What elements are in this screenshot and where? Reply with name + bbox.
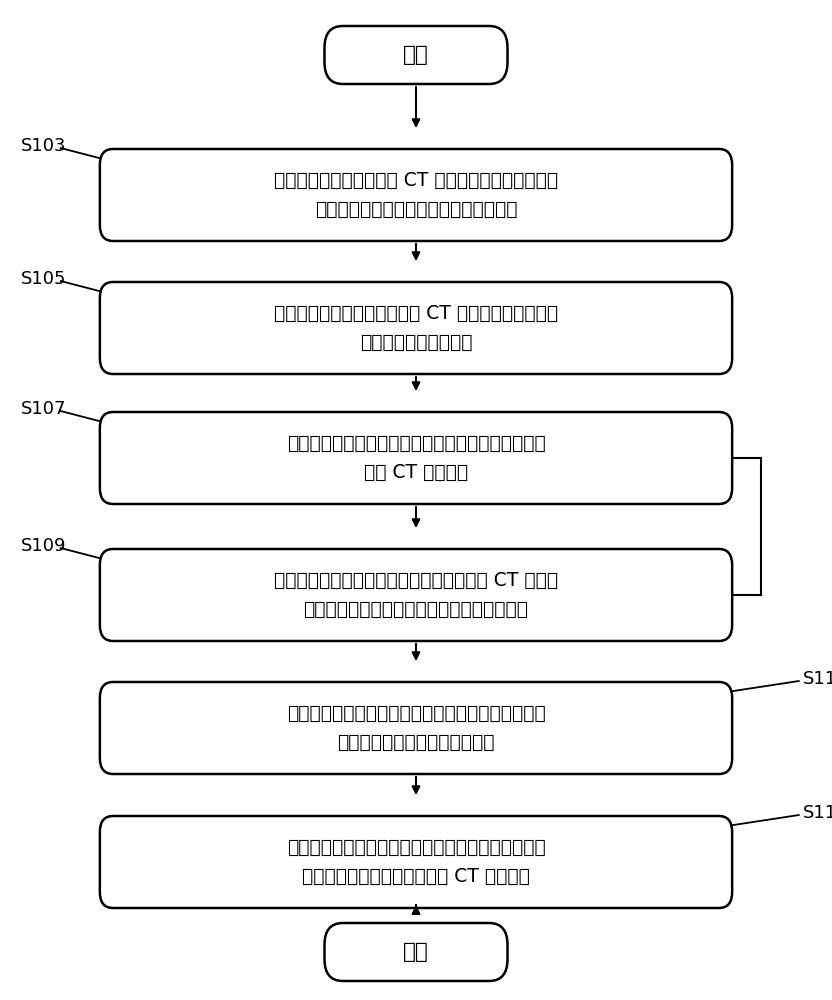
Text: S111: S111 (803, 670, 832, 688)
FancyBboxPatch shape (100, 149, 732, 241)
Text: 纹理方向信息获取步骤：根据可信区域中的 CT 投影数
据获取分布在可信区域中的多个纹理方向信息: 纹理方向信息获取步骤：根据可信区域中的 CT 投影数 据获取分布在可信区域中的多… (274, 571, 558, 619)
Text: S109: S109 (21, 537, 67, 555)
Text: S113: S113 (803, 804, 832, 822)
Text: 开始: 开始 (404, 45, 428, 65)
FancyBboxPatch shape (100, 412, 732, 504)
FancyBboxPatch shape (100, 682, 732, 774)
FancyBboxPatch shape (324, 26, 508, 84)
FancyBboxPatch shape (100, 816, 732, 908)
Text: 区域确定步骤：在原始的 CT 投影数据中确定待估计区
域以及与该待估计区域相邻接的可信区域: 区域确定步骤：在原始的 CT 投影数据中确定待估计区 域以及与该待估计区域相邻接… (274, 171, 558, 219)
Text: S103: S103 (21, 137, 67, 155)
Text: 第一估计步骤：根据空间曲面方程重新估计待估计区
域的 CT 投影数据: 第一估计步骤：根据空间曲面方程重新估计待估计区 域的 CT 投影数据 (287, 434, 545, 482)
Text: 匹配线确定步骤：根据各纹理方向信息在待估计区域
中确定一条或多条匹配线影数据: 匹配线确定步骤：根据各纹理方向信息在待估计区域 中确定一条或多条匹配线影数据 (287, 704, 545, 752)
Text: S107: S107 (21, 400, 67, 418)
FancyBboxPatch shape (100, 282, 732, 374)
Text: 数据拟合步骤：对可信区域的 CT 投影数据进行数据拟
合以获取空间曲面方程: 数据拟合步骤：对可信区域的 CT 投影数据进行数据拟 合以获取空间曲面方程 (274, 304, 558, 352)
Text: 第二估计步骤沿着上述一条或多条匹配线进行插値运
算，以重新估计待估计区域的 CT 投影数据: 第二估计步骤沿着上述一条或多条匹配线进行插値运 算，以重新估计待估计区域的 CT… (287, 838, 545, 886)
FancyBboxPatch shape (100, 549, 732, 641)
Text: 结束: 结束 (404, 942, 428, 962)
FancyBboxPatch shape (324, 923, 508, 981)
Text: S105: S105 (21, 270, 67, 288)
